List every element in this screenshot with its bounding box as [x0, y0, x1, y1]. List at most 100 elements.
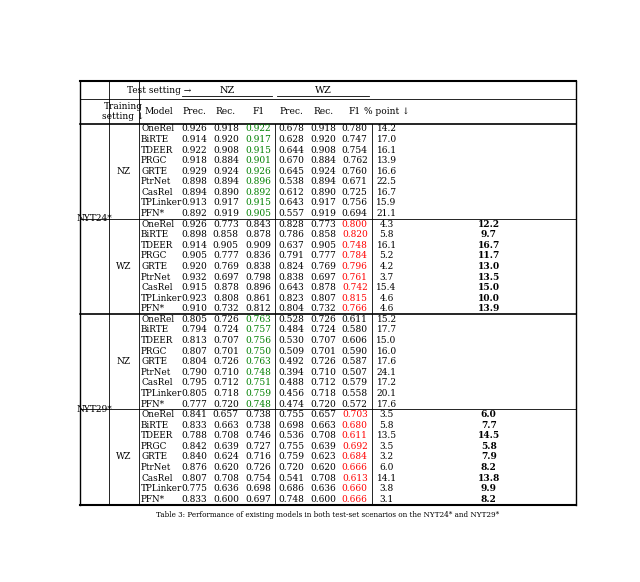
Text: 0.762: 0.762 — [342, 156, 367, 165]
Text: 0.708: 0.708 — [310, 431, 336, 440]
Text: 0.796: 0.796 — [342, 262, 368, 271]
Text: 0.924: 0.924 — [310, 166, 336, 176]
Text: 0.800: 0.800 — [342, 219, 368, 229]
Text: 15.0: 15.0 — [376, 336, 397, 345]
Text: BiRTE: BiRTE — [141, 135, 169, 144]
Text: 0.710: 0.710 — [213, 368, 239, 377]
Text: 0.612: 0.612 — [278, 188, 304, 197]
Text: Prec.: Prec. — [279, 107, 303, 116]
Text: 0.918: 0.918 — [213, 125, 239, 133]
Text: 0.663: 0.663 — [310, 421, 336, 430]
Text: 0.748: 0.748 — [245, 368, 271, 377]
Text: GRTE: GRTE — [141, 357, 167, 366]
Text: 0.878: 0.878 — [245, 230, 271, 239]
Text: 0.756: 0.756 — [245, 336, 271, 345]
Text: 0.718: 0.718 — [213, 389, 239, 398]
Text: 5.8: 5.8 — [481, 442, 497, 451]
Text: 0.707: 0.707 — [310, 336, 336, 345]
Text: 0.914: 0.914 — [182, 135, 207, 144]
Text: NYT29*: NYT29* — [77, 405, 112, 414]
Text: 0.820: 0.820 — [342, 230, 367, 239]
Text: 0.908: 0.908 — [310, 146, 336, 155]
Text: 0.611: 0.611 — [342, 315, 368, 324]
Text: 0.692: 0.692 — [342, 442, 367, 451]
Text: 0.861: 0.861 — [245, 294, 271, 303]
Text: 0.759: 0.759 — [278, 452, 304, 462]
Text: 0.492: 0.492 — [278, 357, 304, 366]
Text: 0.637: 0.637 — [278, 241, 304, 250]
Text: 0.623: 0.623 — [310, 452, 336, 462]
Text: 0.528: 0.528 — [278, 315, 304, 324]
Text: 0.766: 0.766 — [342, 304, 368, 313]
Text: PFN*: PFN* — [141, 304, 165, 313]
Text: TDEER: TDEER — [141, 336, 173, 345]
Text: 0.828: 0.828 — [278, 219, 304, 229]
Text: CasRel: CasRel — [141, 188, 173, 197]
Text: 0.838: 0.838 — [245, 262, 271, 271]
Text: 5.8: 5.8 — [380, 230, 394, 239]
Text: 0.896: 0.896 — [245, 283, 271, 292]
Text: 14.1: 14.1 — [376, 474, 397, 482]
Text: 14.5: 14.5 — [477, 431, 500, 440]
Text: 0.643: 0.643 — [278, 283, 304, 292]
Text: 0.804: 0.804 — [182, 357, 207, 366]
Text: 0.923: 0.923 — [182, 294, 207, 303]
Text: 0.726: 0.726 — [245, 463, 271, 472]
Text: Test setting →: Test setting → — [127, 86, 191, 94]
Text: 0.909: 0.909 — [245, 241, 271, 250]
Text: 0.697: 0.697 — [310, 272, 336, 282]
Text: 0.896: 0.896 — [245, 178, 271, 186]
Text: 0.657: 0.657 — [213, 410, 239, 419]
Text: CasRel: CasRel — [141, 378, 173, 388]
Text: 8.2: 8.2 — [481, 463, 497, 472]
Text: 0.694: 0.694 — [342, 209, 368, 218]
Text: 0.724: 0.724 — [310, 325, 336, 335]
Text: 0.878: 0.878 — [213, 283, 239, 292]
Text: CasRel: CasRel — [141, 474, 173, 482]
Text: 0.751: 0.751 — [245, 378, 271, 388]
Text: 0.815: 0.815 — [342, 294, 368, 303]
Text: F1: F1 — [252, 107, 264, 116]
Text: 0.670: 0.670 — [278, 156, 304, 165]
Text: 0.922: 0.922 — [182, 146, 207, 155]
Text: 0.606: 0.606 — [342, 336, 368, 345]
Text: 16.1: 16.1 — [376, 241, 397, 250]
Text: 0.878: 0.878 — [310, 283, 336, 292]
Text: 16.7: 16.7 — [376, 188, 397, 197]
Text: 0.892: 0.892 — [182, 209, 207, 218]
Text: 17.6: 17.6 — [376, 357, 397, 366]
Text: 21.1: 21.1 — [376, 209, 397, 218]
Text: 14.2: 14.2 — [376, 125, 397, 133]
Text: OneRel: OneRel — [141, 125, 174, 133]
Text: 0.697: 0.697 — [245, 495, 271, 504]
Text: 5.8: 5.8 — [380, 421, 394, 430]
Text: 0.587: 0.587 — [342, 357, 368, 366]
Text: TDEER: TDEER — [141, 146, 173, 155]
Text: 4.6: 4.6 — [380, 294, 394, 303]
Text: 0.894: 0.894 — [310, 178, 336, 186]
Text: BiRTE: BiRTE — [141, 325, 169, 335]
Text: 0.530: 0.530 — [278, 336, 304, 345]
Text: 0.558: 0.558 — [342, 389, 368, 398]
Text: 0.724: 0.724 — [213, 325, 239, 335]
Text: 0.686: 0.686 — [278, 484, 304, 493]
Text: 0.858: 0.858 — [310, 230, 336, 239]
Text: 0.808: 0.808 — [213, 294, 239, 303]
Text: 0.898: 0.898 — [182, 178, 207, 186]
Text: 0.926: 0.926 — [245, 166, 271, 176]
Text: 3.2: 3.2 — [380, 452, 394, 462]
Text: 4.3: 4.3 — [380, 219, 394, 229]
Text: 0.841: 0.841 — [182, 410, 207, 419]
Text: 0.748: 0.748 — [278, 495, 304, 504]
Text: 0.725: 0.725 — [342, 188, 368, 197]
Text: 0.892: 0.892 — [245, 188, 271, 197]
Text: 11.7: 11.7 — [477, 251, 500, 260]
Text: 0.718: 0.718 — [310, 389, 336, 398]
Text: Table 3: Performance of existing models in both test-set scenarios on the NYT24*: Table 3: Performance of existing models … — [156, 511, 500, 519]
Text: 0.922: 0.922 — [245, 125, 271, 133]
Text: 0.788: 0.788 — [182, 431, 207, 440]
Text: 0.636: 0.636 — [213, 484, 239, 493]
Text: 6.0: 6.0 — [481, 410, 497, 419]
Text: F1: F1 — [349, 107, 361, 116]
Text: WZ: WZ — [116, 262, 131, 271]
